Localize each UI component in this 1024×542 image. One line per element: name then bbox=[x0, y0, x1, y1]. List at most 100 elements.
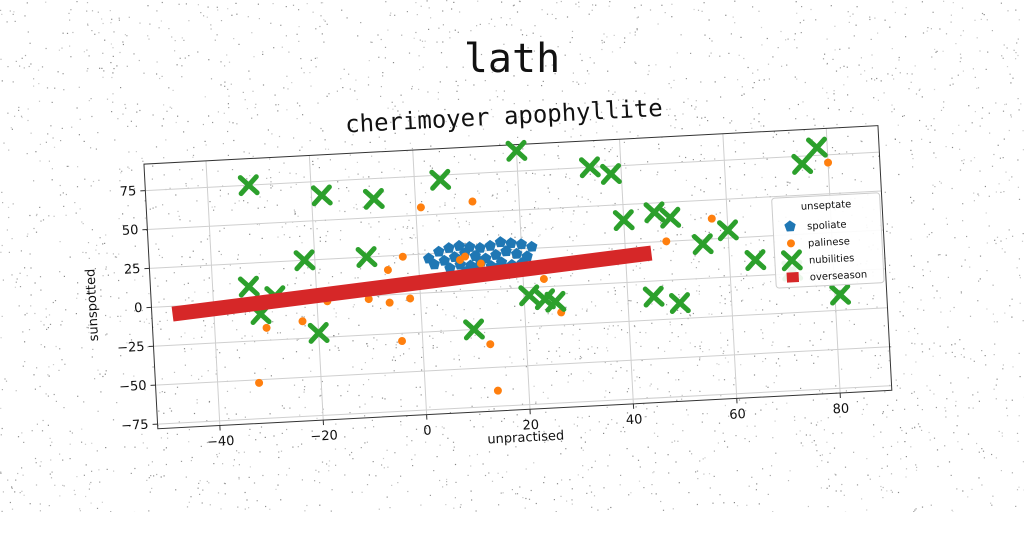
noise-speck bbox=[952, 510, 953, 511]
data-point-palinese bbox=[662, 237, 670, 245]
noise-speck bbox=[385, 1, 386, 2]
noise-speck bbox=[3, 491, 4, 492]
noise-speck bbox=[76, 1, 77, 2]
noise-speck bbox=[70, 9, 71, 10]
data-point-palinese bbox=[824, 158, 832, 166]
noise-speck bbox=[98, 12, 99, 13]
data-point-palinese bbox=[708, 214, 716, 222]
data-point-nubilities bbox=[694, 236, 711, 253]
noise-speck bbox=[597, 510, 598, 511]
noise-speck bbox=[0, 10, 1, 11]
noise-speck bbox=[217, 9, 218, 10]
noise-speck bbox=[15, 21, 16, 22]
noise-speck bbox=[971, 489, 972, 490]
x-axis-label: unpractised bbox=[487, 429, 565, 448]
x-tick-label: −20 bbox=[310, 428, 338, 444]
noise-speck bbox=[1, 14, 2, 15]
x-grid-line bbox=[723, 134, 737, 399]
noise-speck bbox=[286, 6, 287, 7]
data-point-spoliate bbox=[526, 241, 538, 252]
noise-speck bbox=[759, 503, 760, 504]
noise-speck bbox=[866, 509, 867, 510]
x-tick-label: 80 bbox=[832, 402, 849, 418]
data-point-nubilities bbox=[521, 287, 538, 304]
y-grid-line bbox=[156, 347, 890, 385]
noise-speck bbox=[608, 509, 609, 510]
noise-speck bbox=[273, 3, 274, 4]
noise-speck bbox=[916, 508, 917, 509]
y-tick-label: 75 bbox=[119, 184, 136, 200]
noise-speck bbox=[321, 2, 322, 3]
noise-speck bbox=[1, 434, 2, 435]
data-point-palinese bbox=[417, 203, 425, 211]
series-nubilities bbox=[234, 126, 849, 350]
y-tick-label: 50 bbox=[122, 223, 139, 239]
noise-speck bbox=[208, 7, 209, 8]
y-tick-label: −50 bbox=[119, 379, 147, 395]
noise-speck bbox=[415, 2, 416, 3]
noise-speck bbox=[427, 0, 428, 1]
noise-speck bbox=[110, 10, 111, 11]
data-point-nubilities bbox=[645, 288, 662, 305]
data-point-spoliate bbox=[495, 236, 507, 247]
noise-speck bbox=[737, 505, 738, 506]
data-point-palinese bbox=[540, 275, 548, 283]
noise-speck bbox=[156, 10, 157, 11]
data-point-nubilities bbox=[432, 171, 449, 188]
noise-speck bbox=[86, 11, 87, 12]
noise-speck bbox=[186, 3, 187, 4]
noise-speck bbox=[0, 408, 1, 409]
noise-speck bbox=[322, 2, 323, 3]
data-point-spoliate bbox=[433, 245, 445, 256]
x-grid-line bbox=[619, 139, 633, 404]
x-tick-label: 40 bbox=[626, 412, 643, 428]
noise-speck bbox=[1, 337, 2, 338]
noise-speck bbox=[7, 480, 8, 481]
noise-speck bbox=[1019, 109, 1020, 110]
chart-marks bbox=[165, 126, 853, 412]
noise-speck bbox=[1017, 489, 1018, 490]
data-point-palinese bbox=[399, 252, 407, 260]
noise-speck bbox=[1015, 10, 1016, 11]
y-axis-label: sunspotted bbox=[83, 268, 102, 341]
noise-speck bbox=[861, 498, 862, 499]
noise-speck bbox=[712, 503, 713, 504]
noise-speck bbox=[7, 21, 8, 22]
noise-speck bbox=[808, 506, 809, 507]
y-grid-line bbox=[147, 191, 881, 229]
noise-speck bbox=[2, 389, 3, 390]
noise-speck bbox=[179, 4, 180, 5]
noise-speck bbox=[162, 2, 163, 3]
y-tick-label: 25 bbox=[124, 262, 141, 278]
data-point-palinese bbox=[486, 340, 494, 348]
noise-speck bbox=[45, 2, 46, 3]
noise-speck bbox=[293, 5, 294, 6]
legend: unseptatespoliatepalinesenubilitiesovers… bbox=[772, 193, 885, 289]
data-point-spoliate bbox=[484, 240, 496, 251]
noise-speck bbox=[227, 8, 228, 9]
data-point-spoliate bbox=[515, 238, 527, 249]
legend-label-palinese: palinese bbox=[808, 236, 850, 249]
x-grid-line bbox=[206, 161, 220, 426]
noise-speck bbox=[87, 2, 88, 3]
noise-speck bbox=[922, 507, 923, 508]
data-point-nubilities bbox=[240, 278, 257, 295]
data-point-palinese bbox=[262, 324, 270, 332]
noise-speck bbox=[217, 7, 218, 8]
noise-speck bbox=[914, 510, 915, 511]
noise-speck bbox=[69, 20, 70, 21]
series-palinese bbox=[245, 158, 843, 407]
x-tick-label: 60 bbox=[729, 407, 746, 423]
data-point-palinese bbox=[406, 294, 414, 302]
data-point-nubilities bbox=[603, 166, 620, 183]
legend-label-spoliate: spoliate bbox=[807, 219, 847, 232]
noise-speck bbox=[991, 505, 992, 506]
data-point-spoliate bbox=[443, 242, 455, 253]
data-point-nubilities bbox=[832, 286, 849, 303]
noise-speck bbox=[882, 497, 883, 498]
y-tick-label: −75 bbox=[121, 418, 149, 434]
noise-speck bbox=[198, 4, 199, 5]
data-point-palinese bbox=[494, 386, 502, 394]
